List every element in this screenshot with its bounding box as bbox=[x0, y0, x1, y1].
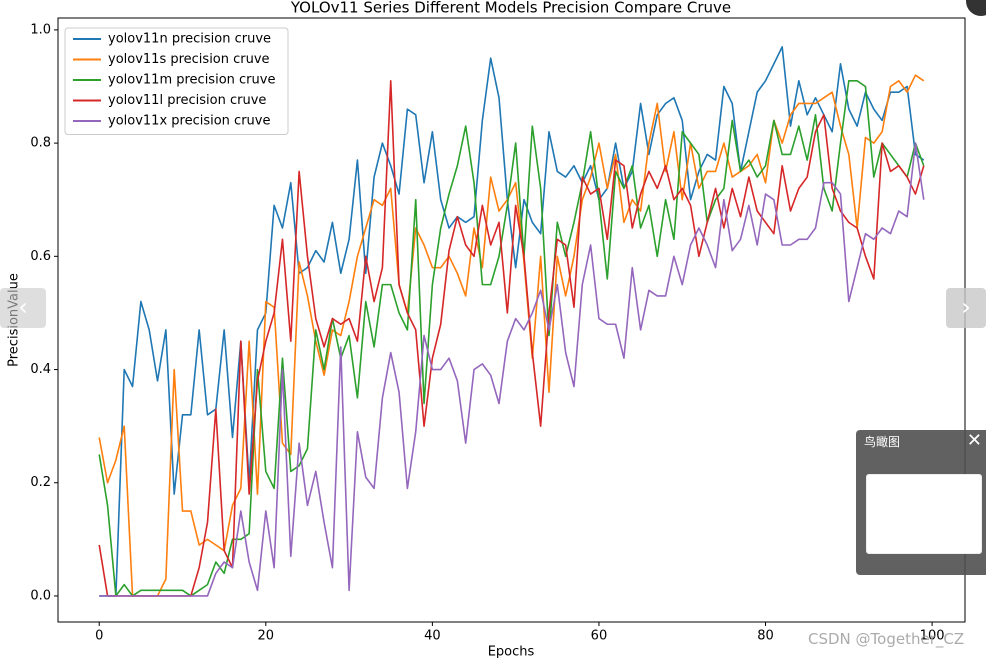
legend-label: yolov11x precision cruve bbox=[108, 114, 270, 129]
x-axis-label: Epochs bbox=[488, 645, 535, 658]
x-tick-label: 80 bbox=[757, 629, 774, 644]
series-line bbox=[99, 46, 925, 597]
legend-label: yolov11s precision cruve bbox=[108, 52, 270, 67]
x-tick-label: 0 bbox=[95, 629, 103, 644]
prev-button[interactable]: ‹ bbox=[0, 288, 46, 328]
minimap-close[interactable]: ✕ bbox=[966, 430, 982, 451]
y-tick-label: 0.2 bbox=[30, 475, 51, 490]
legend-label: yolov11m precision cruve bbox=[108, 73, 275, 88]
x-tick-label: 20 bbox=[258, 629, 275, 644]
series-line bbox=[99, 142, 925, 597]
next-button[interactable]: › bbox=[946, 288, 986, 328]
watermark: CSDN @Together_CZ bbox=[808, 630, 965, 648]
y-tick-label: 0.6 bbox=[30, 249, 51, 264]
x-tick-label: 100 bbox=[920, 629, 945, 644]
series-line bbox=[98, 80, 925, 597]
legend-label: yolov11l precision cruve bbox=[108, 93, 266, 108]
y-tick-label: 0.0 bbox=[30, 588, 51, 603]
x-tick-label: 60 bbox=[591, 629, 608, 644]
series-line bbox=[98, 74, 925, 597]
legend-box bbox=[64, 27, 289, 135]
x-tick-label: 40 bbox=[424, 629, 441, 644]
y-tick-label: 0.4 bbox=[30, 362, 51, 377]
minimap-thumbnail[interactable] bbox=[866, 474, 982, 554]
y-tick-label: 0.8 bbox=[30, 136, 51, 151]
y-tick-label: 1.0 bbox=[30, 22, 51, 37]
legend-label: yolov11n precision cruve bbox=[108, 32, 271, 47]
minimap-title: 鸟瞰图 bbox=[864, 435, 901, 449]
corner-button[interactable] bbox=[966, 0, 986, 16]
minimap-panel: 鸟瞰图 ✕ bbox=[856, 430, 986, 575]
chart-title: YOLOv11 Series Different Models Precisio… bbox=[290, 0, 731, 17]
